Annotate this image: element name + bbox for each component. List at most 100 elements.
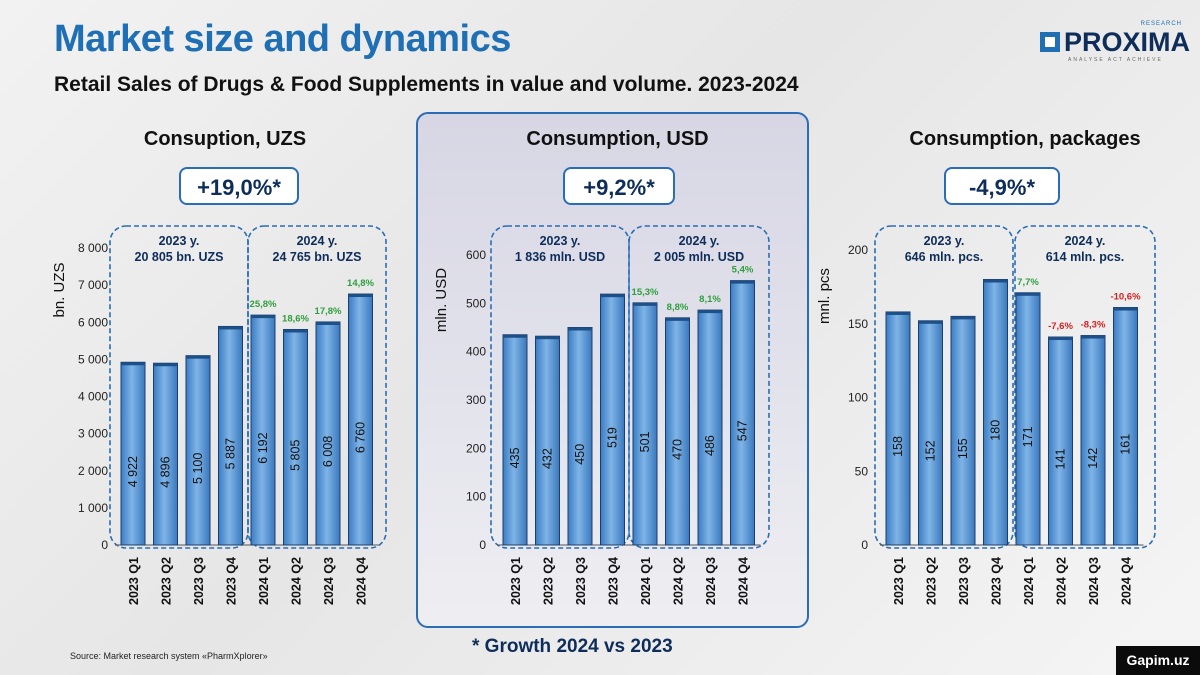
usd-yoy-label: 8,8% — [667, 302, 689, 313]
usd-bar-cap — [568, 327, 592, 331]
uzs-category-label: 2024 Q2 — [290, 557, 304, 605]
uzs-year-label: 2024 y. — [297, 234, 338, 248]
packages-bar — [918, 320, 943, 546]
usd-year-label: 2024 y. — [679, 234, 720, 248]
usd-ytick-label: 0 — [479, 538, 486, 552]
uzs-bar-cap — [316, 321, 340, 325]
usd-category-label: 2024 Q2 — [672, 557, 686, 605]
packages-bar-cap — [1113, 307, 1138, 311]
usd-growth-badge: +9,2%* — [563, 167, 675, 205]
packages-yoy-label: -7,6% — [1048, 321, 1073, 332]
packages-value-label: 155 — [956, 438, 970, 459]
usd-ylabel: mln. USD — [433, 268, 450, 332]
usd-bar-cap — [698, 310, 722, 314]
proxima-logo: PROXIMA RESEARCH ANALYSE ACT ACHIEVE — [1040, 21, 1190, 66]
packages-ytick-label: 150 — [848, 317, 868, 331]
usd-ytick-label: 100 — [466, 490, 486, 504]
usd-bar-cap — [633, 302, 657, 306]
packages-ytick-label: 200 — [848, 243, 868, 257]
uzs-year-label: 2023 y. — [159, 234, 200, 248]
usd-year-total: 1 836 mln. USD — [515, 250, 605, 264]
packages-value-label: 158 — [891, 436, 905, 457]
usd-category-label: 2023 Q2 — [542, 557, 556, 605]
usd-bar-cap — [503, 334, 527, 338]
source-note: Source: Market research system «PharmXpl… — [70, 651, 268, 661]
logo-square-icon — [1040, 32, 1060, 52]
usd-bar-cap — [730, 280, 755, 284]
uzs-value-label: 5 805 — [289, 440, 303, 471]
uzs-bar-cap — [186, 355, 210, 359]
uzs-yoy-label: 14,8% — [347, 278, 374, 289]
uzs-yoy-label: 18,6% — [282, 313, 309, 324]
packages-category-label: 2024 Q2 — [1055, 557, 1069, 605]
page-title: Market size and dynamics — [54, 18, 511, 60]
uzs-year-total: 24 765 bn. UZS — [273, 250, 362, 264]
packages-category-label: 2023 Q2 — [925, 557, 939, 605]
usd-category-label: 2023 Q4 — [607, 557, 621, 605]
uzs-bar — [250, 314, 276, 546]
uzs-year-total: 20 805 bn. UZS — [135, 250, 224, 264]
packages-growth-badge: -4,9%* — [944, 167, 1060, 205]
packages-bar-cap — [1016, 292, 1040, 296]
packages-category-label: 2023 Q1 — [892, 557, 906, 605]
uzs-ylabel: bn. UZS — [51, 262, 68, 317]
usd-panel-title: Consumption, USD — [526, 128, 709, 150]
usd-value-label: 501 — [638, 431, 652, 452]
packages-ytick-label: 50 — [855, 464, 869, 478]
packages-panel-title: Consumption, packages — [909, 128, 1141, 150]
usd-yoy-label: 15,3% — [632, 287, 659, 298]
usd-value-label: 435 — [508, 447, 522, 468]
growth-footnote: * Growth 2024 vs 2023 — [472, 636, 673, 657]
usd-bar — [567, 327, 593, 546]
usd-value-label: 470 — [671, 439, 685, 460]
packages-yoy-label: -8,3% — [1081, 320, 1106, 331]
usd-category-label: 2024 Q4 — [737, 557, 751, 605]
uzs-category-label: 2023 Q2 — [160, 557, 174, 605]
uzs-growth-badge: +19,0%* — [179, 167, 299, 205]
logo-research: RESEARCH — [1140, 21, 1182, 27]
uzs-bar-cap — [121, 362, 145, 366]
uzs-ytick-label: 0 — [101, 538, 108, 552]
usd-ytick-label: 300 — [466, 393, 486, 407]
usd-bar-cap — [665, 317, 690, 321]
usd-category-label: 2023 Q3 — [574, 557, 588, 605]
uzs-year-frame — [247, 225, 387, 549]
uzs-bar-cap — [153, 363, 178, 367]
uzs-ytick-label: 6 000 — [78, 315, 108, 329]
watermark: Gapim.uz — [1116, 646, 1200, 675]
packages-ylabel: mnl. pcs — [816, 268, 833, 324]
page-subtitle: Retail Sales of Drugs & Food Supplements… — [54, 73, 799, 96]
packages-year-frame — [874, 225, 1014, 549]
packages-category-label: 2024 Q1 — [1022, 557, 1036, 605]
logo-tagline: ANALYSE ACT ACHIEVE — [1068, 57, 1163, 63]
uzs-value-label: 5 887 — [224, 438, 238, 469]
packages-ytick-label: 100 — [848, 391, 868, 405]
usd-ytick-label: 400 — [466, 345, 486, 359]
usd-category-label: 2023 Q1 — [509, 557, 523, 605]
packages-bar — [1048, 336, 1073, 546]
packages-category-label: 2023 Q4 — [990, 557, 1004, 605]
packages-year-label: 2024 y. — [1065, 234, 1106, 248]
usd-year-total: 2 005 mln. USD — [654, 250, 744, 264]
uzs-bar-cap — [348, 294, 373, 298]
packages-year-label: 2023 y. — [924, 234, 965, 248]
packages-bar-cap — [1048, 337, 1073, 341]
packages-bar — [1113, 307, 1138, 546]
uzs-ytick-label: 2 000 — [78, 464, 108, 478]
uzs-bar — [153, 362, 178, 546]
uzs-bar — [283, 328, 308, 546]
usd-bar-cap — [600, 294, 625, 298]
uzs-value-label: 4 922 — [126, 456, 140, 487]
packages-bar — [1015, 292, 1041, 546]
packages-value-label: 161 — [1119, 434, 1133, 455]
uzs-bar-cap — [283, 329, 308, 333]
packages-value-label: 171 — [1021, 426, 1035, 447]
uzs-ytick-label: 3 000 — [78, 427, 108, 441]
packages-ytick-label: 0 — [861, 538, 868, 552]
uzs-category-label: 2023 Q4 — [225, 557, 239, 605]
usd-bar — [502, 334, 528, 546]
uzs-value-label: 6 192 — [256, 432, 270, 463]
uzs-ytick-label: 4 000 — [78, 390, 108, 404]
logo-name: PROXIMA — [1064, 27, 1191, 57]
